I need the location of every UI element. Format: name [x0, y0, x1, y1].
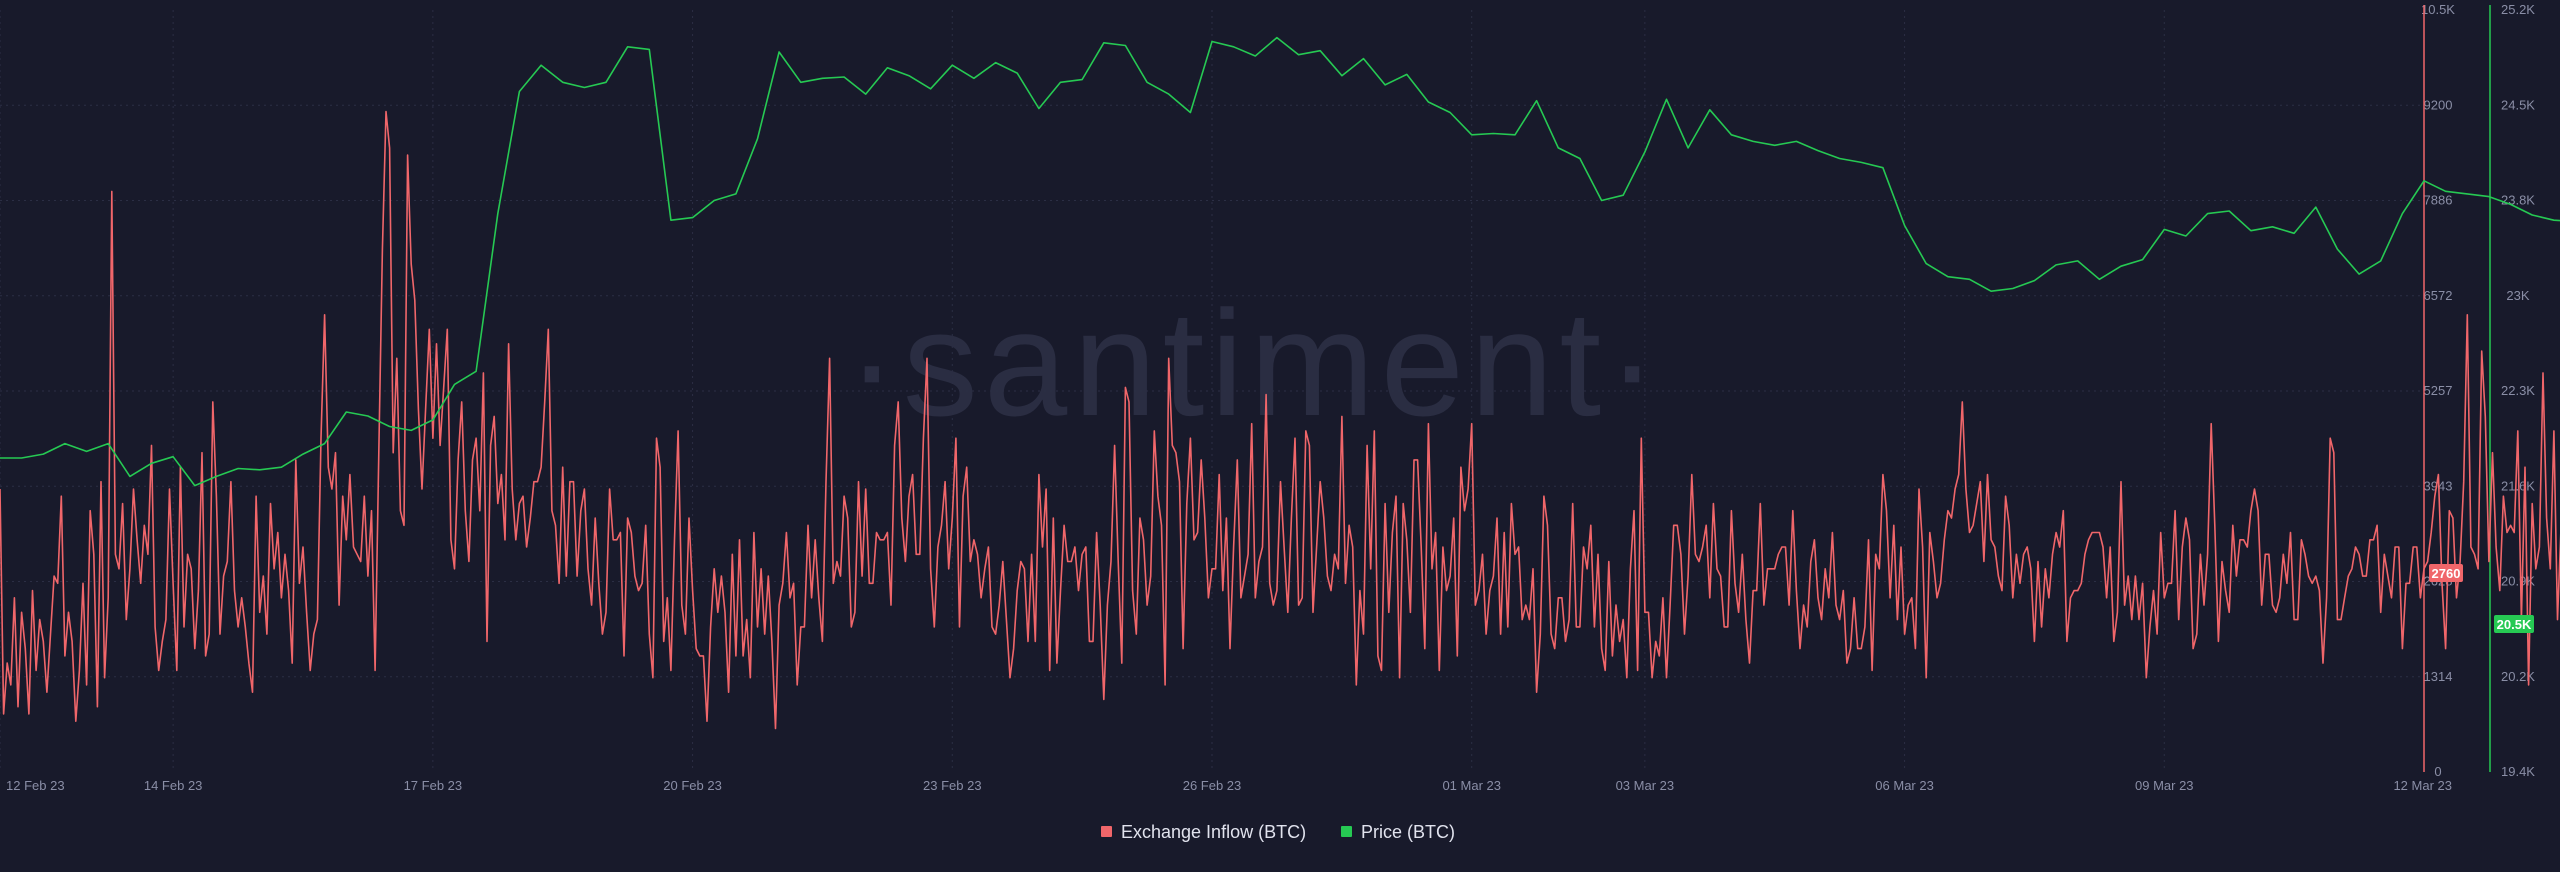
inflow-tick-label: 10.5K: [2421, 2, 2455, 17]
series-line-exchange-inflow: [0, 110, 2560, 730]
x-tick-label: 14 Feb 23: [144, 778, 203, 793]
inflow-tick-label: 0: [2434, 764, 2441, 779]
x-tick-label: 09 Mar 23: [2135, 778, 2194, 793]
inflow-current-value: 2760: [2432, 566, 2461, 581]
x-tick-label: 17 Feb 23: [404, 778, 463, 793]
price-axis-tick-labels: 19.4K20.2K20.9K21.6K22.3K23K23.8K24.5K25…: [2501, 2, 2535, 779]
inflow-tick-label: 5257: [2424, 383, 2453, 398]
inflow-tick-label: 7886: [2424, 193, 2453, 208]
x-axis-tick-labels: 12 Feb 23 14 Feb 23 17 Feb 23 20 Feb 23 23 F…: [6, 778, 2452, 793]
price-current-value-badge: 20.5K: [2494, 615, 2534, 633]
legend-swatch-price: [1341, 826, 1352, 837]
price-tick-label: 19.4K: [2501, 764, 2535, 779]
x-tick-label: 06 Mar 23: [1875, 778, 1934, 793]
price-tick-label: 20.2K: [2501, 669, 2535, 684]
price-current-value: 20.5K: [2497, 617, 2532, 632]
inflow-current-value-badge: 2760: [2429, 564, 2463, 582]
x-tick-label: 01 Mar 23: [1442, 778, 1501, 793]
inflow-tick-label: 9200: [2424, 97, 2453, 112]
x-tick-label: 12 Feb 23: [6, 778, 65, 793]
inflow-tick-label: 6572: [2424, 288, 2453, 303]
legend-item-exchange-inflow[interactable]: Exchange Inflow (BTC): [1101, 822, 1306, 842]
price-tick-label: 22.3K: [2501, 383, 2535, 398]
inflow-axis-tick-labels: 0131426283943525765727886920010.5K: [2421, 2, 2455, 779]
price-tick-label: 25.2K: [2501, 2, 2535, 17]
price-tick-label: 24.5K: [2501, 97, 2535, 112]
grid-lines: [0, 10, 2425, 772]
x-tick-label: 03 Mar 23: [1616, 778, 1675, 793]
legend-item-price[interactable]: Price (BTC): [1341, 822, 1455, 842]
x-tick-label: 26 Feb 23: [1183, 778, 1242, 793]
series-line-price: [0, 36, 2560, 487]
x-tick-label: 23 Feb 23: [923, 778, 982, 793]
legend-label-price: Price (BTC): [1361, 822, 1455, 842]
legend-swatch-exchange-inflow: [1101, 826, 1112, 837]
legend-label-exchange-inflow: Exchange Inflow (BTC): [1121, 822, 1306, 842]
inflow-tick-label: 1314: [2424, 669, 2453, 684]
santiment-watermark: ·santiment·: [847, 279, 1663, 447]
price-tick-label: 23K: [2506, 288, 2529, 303]
x-tick-label: 12 Mar 23: [2393, 778, 2452, 793]
x-tick-label: 20 Feb 23: [663, 778, 722, 793]
price-tick-label: 23.8K: [2501, 193, 2535, 208]
chart-legend: Exchange Inflow (BTC) Price (BTC): [1101, 822, 1455, 842]
